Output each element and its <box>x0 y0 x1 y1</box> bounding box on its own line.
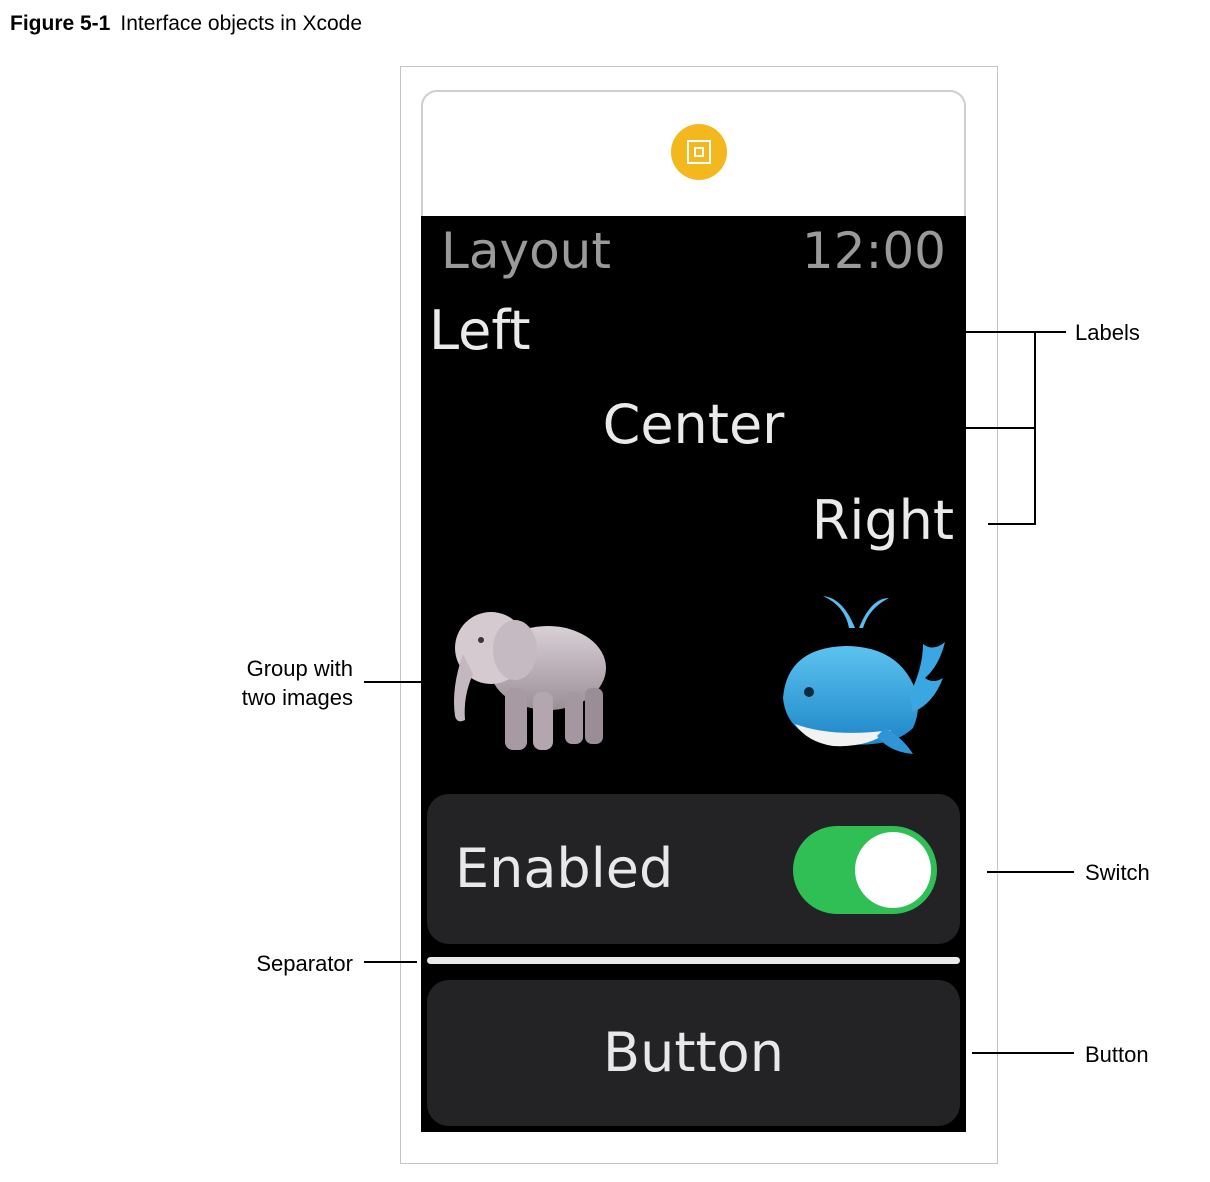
callout-group-line2: two images <box>241 685 353 710</box>
callout-switch: Switch <box>1085 860 1150 885</box>
label-center: Center <box>602 393 785 456</box>
label-left: Left <box>429 299 531 362</box>
figure-title: Interface objects in Xcode <box>120 12 363 35</box>
watch-button[interactable]: Button <box>427 980 960 1126</box>
whale-image <box>783 596 945 754</box>
interface-controller-scene: Layout 12:00 Left Center Right <box>421 90 966 1132</box>
callout-button: Button <box>1085 1042 1149 1067</box>
callout-labels: Labels <box>1075 320 1140 345</box>
watch-button-label: Button <box>603 1021 784 1084</box>
callout-group-line1: Group with <box>246 656 353 681</box>
status-time: 12:00 <box>801 222 946 280</box>
labels-leader-left <box>586 331 1036 333</box>
watch-screen: Layout 12:00 Left Center Right <box>421 216 966 1132</box>
interface-controller-icon[interactable] <box>671 124 727 180</box>
labels-bracket-tick <box>1034 331 1066 333</box>
elephant-image <box>454 612 606 750</box>
group-leader <box>364 681 432 683</box>
switch-leader <box>987 871 1074 873</box>
callout-separator: Separator <box>256 951 353 976</box>
figure-caption: Figure 5-1 Interface objects in Xcode <box>10 12 362 36</box>
button-leader <box>972 1052 1074 1054</box>
separator-leader <box>364 961 417 963</box>
separator <box>427 957 960 964</box>
scene-header <box>421 90 966 216</box>
figure-number: Figure 5-1 <box>10 12 111 35</box>
switch-label: Enabled <box>455 837 674 900</box>
enabled-toggle[interactable] <box>793 826 937 914</box>
labels-bracket <box>1034 331 1036 525</box>
labels-leader-center <box>805 427 1036 429</box>
toggle-knob <box>855 832 931 908</box>
labels-leader-right <box>988 523 1036 525</box>
label-right: Right <box>811 489 954 552</box>
switch-row[interactable]: Enabled <box>427 794 960 944</box>
screen-title: Layout <box>441 222 611 280</box>
